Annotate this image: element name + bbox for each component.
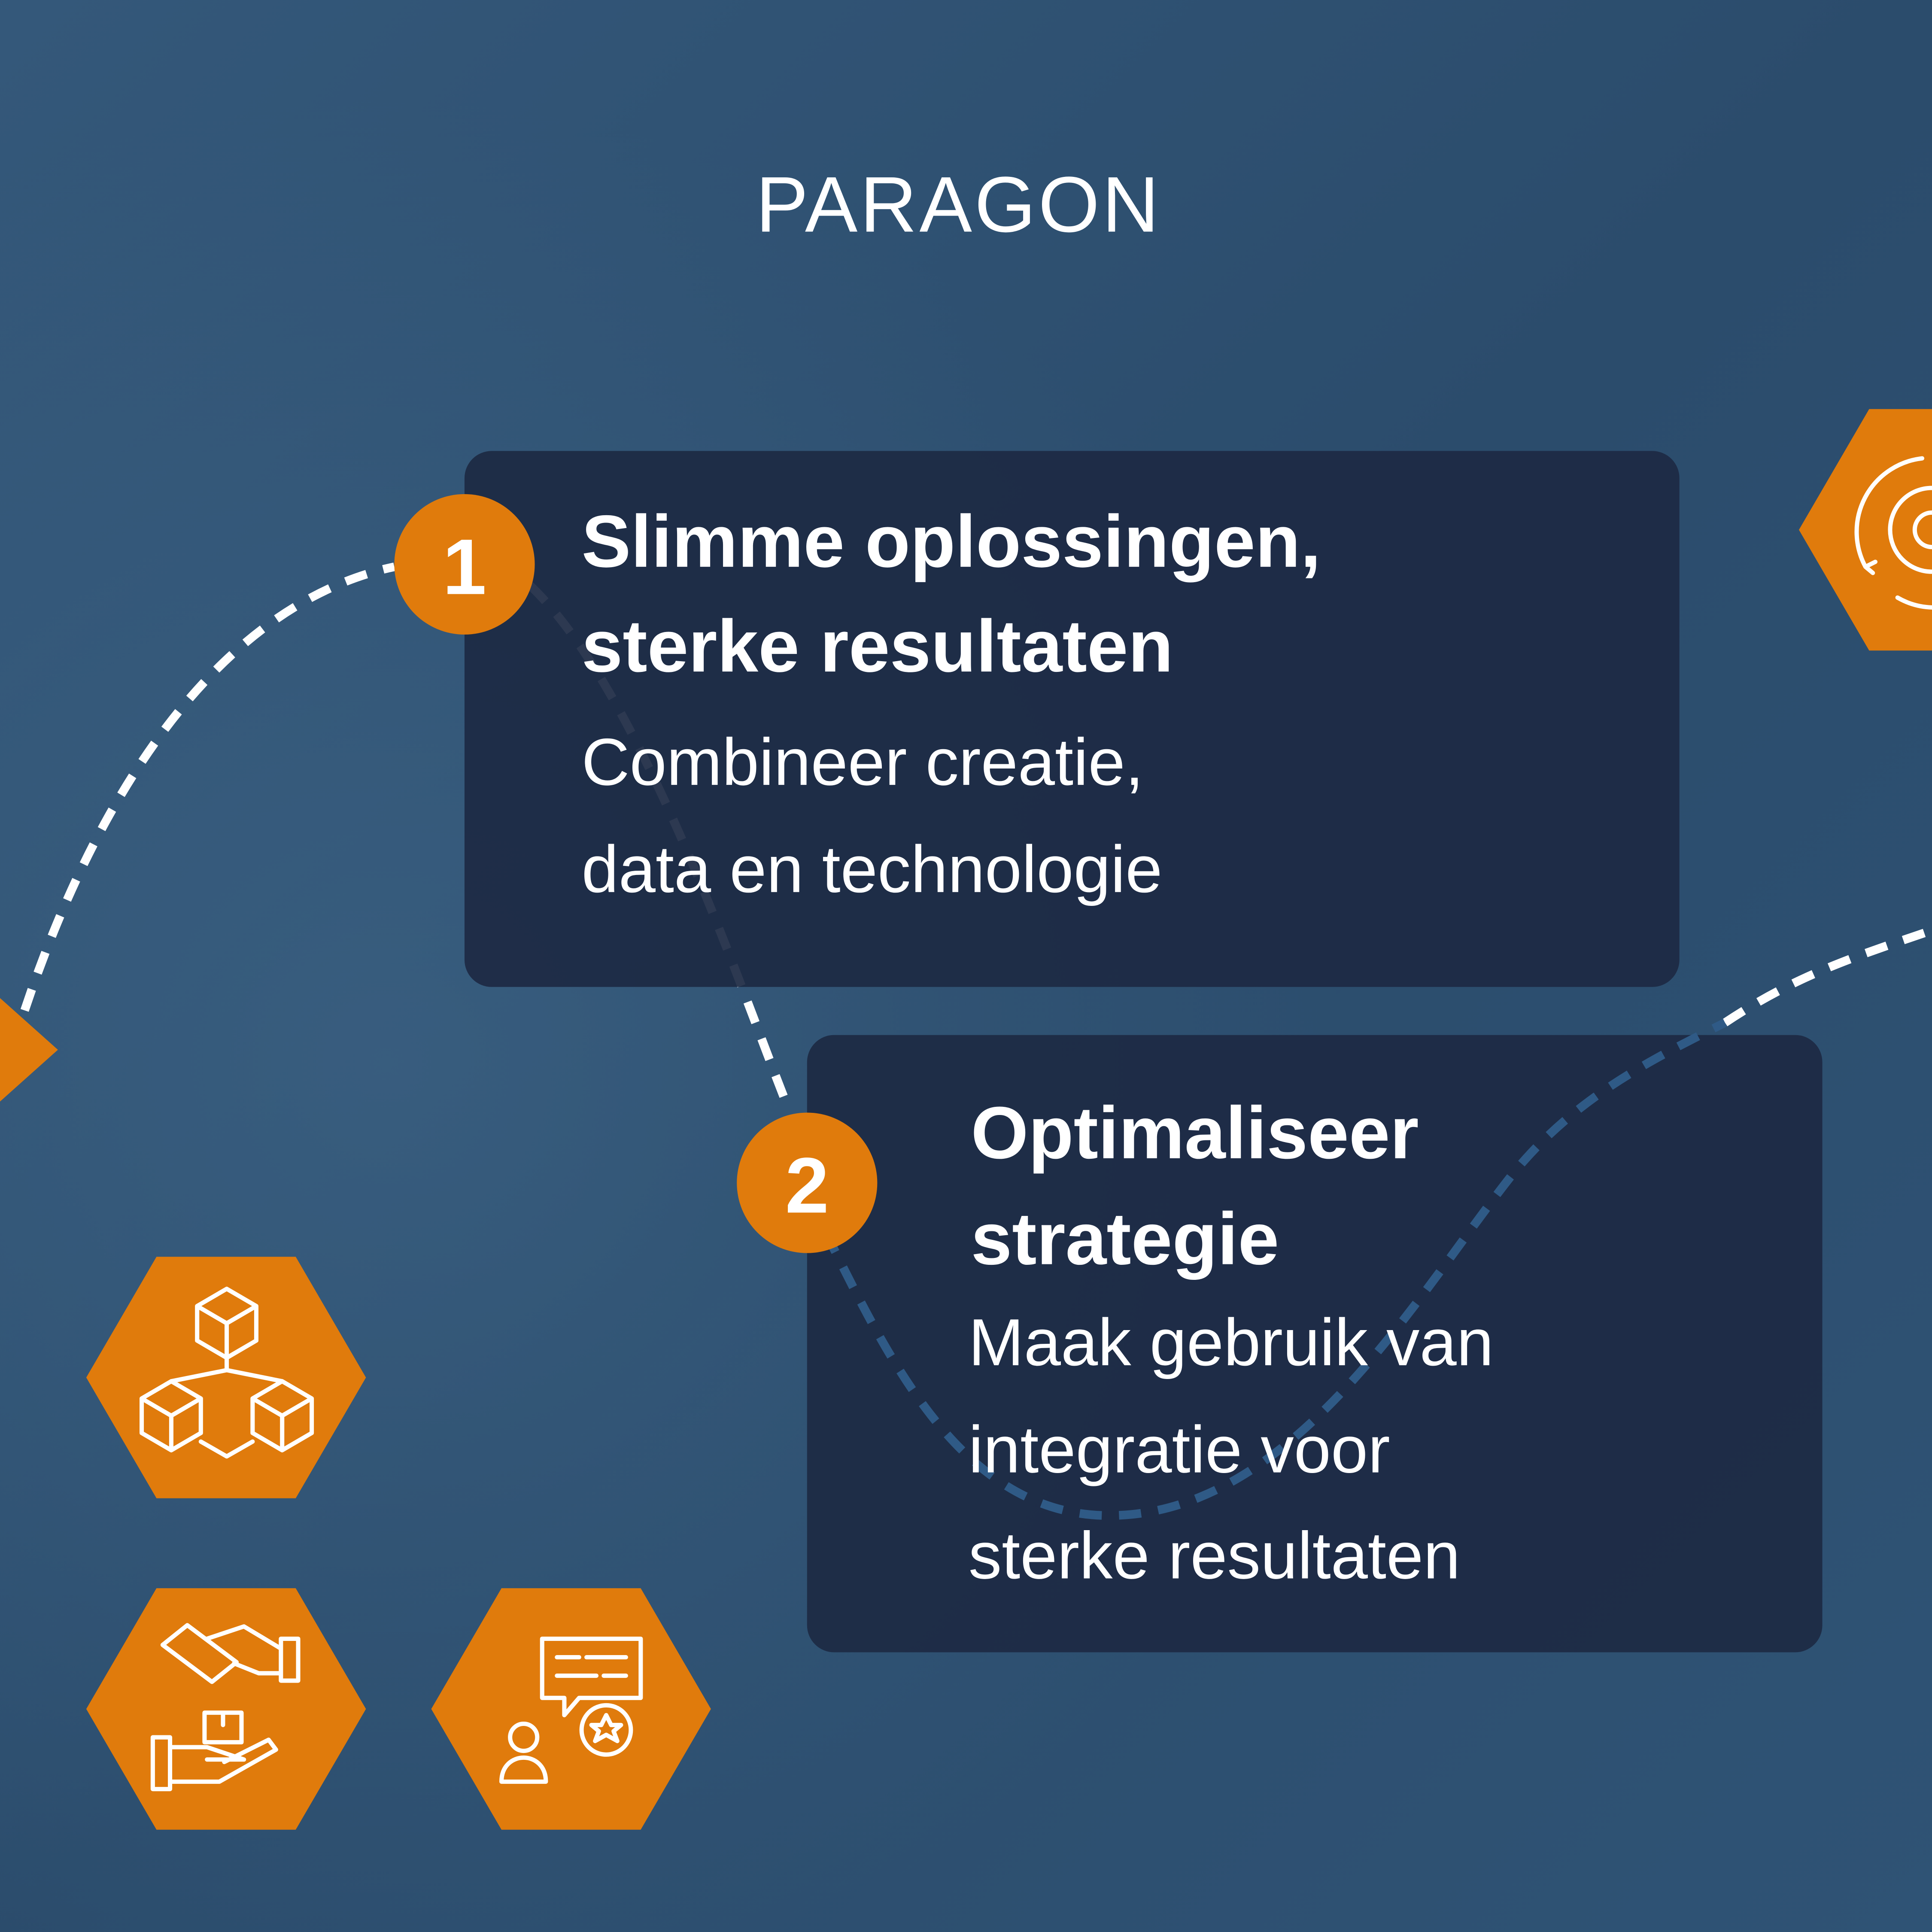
step-card <box>807 1035 1823 1653</box>
dashed-path <box>1722 926 1932 1027</box>
step-title: sterke resultaten <box>582 605 1173 687</box>
step-number: 2 <box>785 1141 829 1229</box>
dashed-path <box>20 562 395 1012</box>
step-description: sterke resultaten <box>969 1518 1461 1592</box>
hexagons <box>0 409 1932 1830</box>
step-card <box>464 451 1680 987</box>
hexagon <box>1799 409 1932 651</box>
hexagon <box>0 998 58 1102</box>
step-description: Combineer creatie, <box>582 725 1144 799</box>
step-title: Slimme oplossingen, <box>582 500 1321 583</box>
logo: PARAGON <box>756 161 1161 249</box>
step-description: Maak gebruik van <box>969 1305 1494 1379</box>
step-number: 1 <box>443 523 486 611</box>
icon-gear <box>1854 456 1932 610</box>
step-description: data en technologie <box>582 832 1163 906</box>
dashed-path <box>821 1019 1727 1520</box>
steps: 1 Slimme oplossingen, sterke resultaten … <box>394 451 1823 1653</box>
hexagon <box>86 1257 366 1498</box>
step-description: integratie voor <box>969 1413 1390 1487</box>
icon-blocks <box>140 1286 314 1459</box>
step-number-badge <box>394 494 535 635</box>
step-number-badge <box>737 1112 878 1253</box>
step-title: Optimaliseer <box>971 1092 1419 1174</box>
step-title: strategie <box>971 1198 1279 1280</box>
hexagon <box>86 1588 366 1830</box>
icon-exchange <box>150 1623 301 1792</box>
dashed-path <box>527 582 793 1111</box>
icon-feedback <box>499 1636 643 1784</box>
